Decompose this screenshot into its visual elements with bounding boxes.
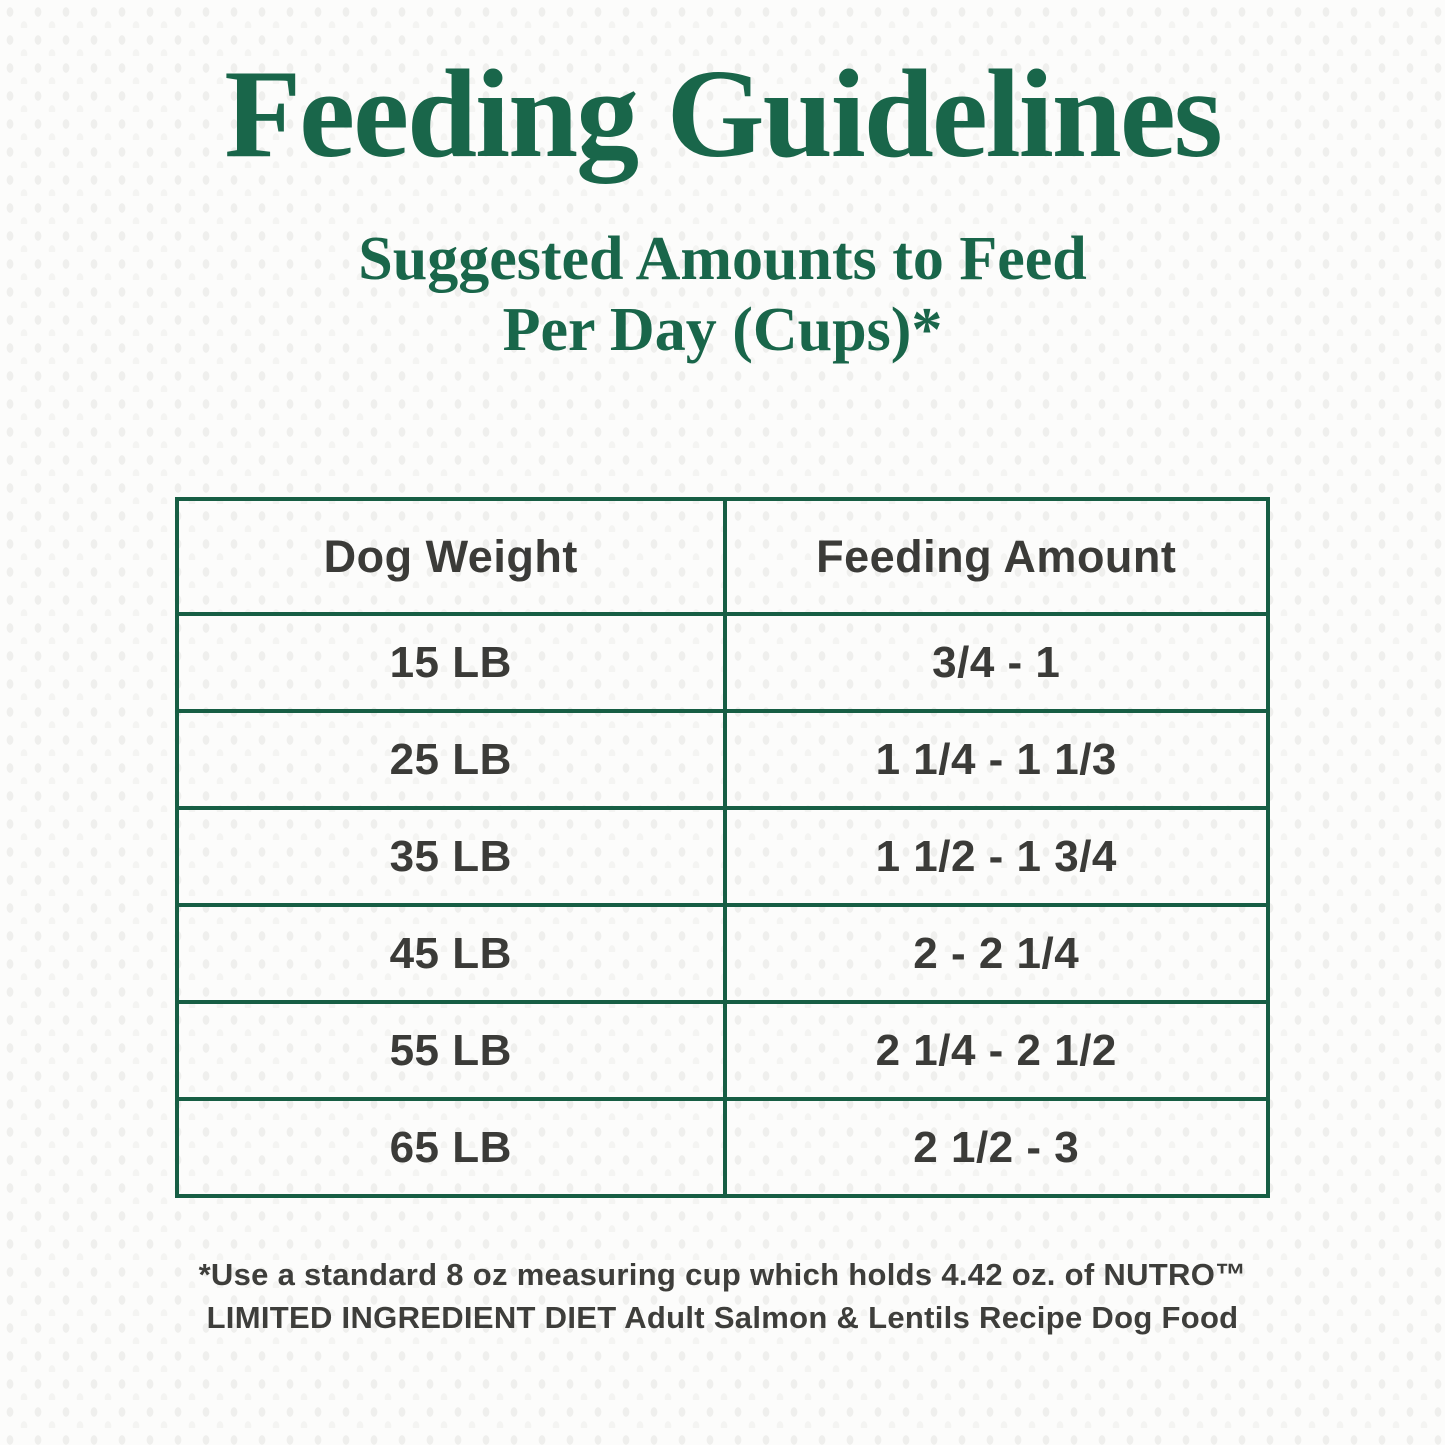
table-cell-amount: 2 1/2 - 3 xyxy=(722,1097,1266,1194)
subtitle-line-1: Suggested Amounts to Feed xyxy=(358,225,1087,293)
footnote-line-1: *Use a standard 8 oz measuring cup which… xyxy=(198,1257,1247,1292)
feeding-guidelines-table: Dog Weight Feeding Amount 15 LB 3/4 - 1 … xyxy=(175,497,1270,1198)
table-cell-weight: 65 LB xyxy=(179,1097,723,1194)
column-header-dog-weight: Dog Weight xyxy=(323,530,578,582)
page-subtitle: Suggested Amounts to Feed Per Day (Cups)… xyxy=(0,224,1445,365)
table-cell-weight: 45 LB xyxy=(179,903,723,1000)
table-cell-amount: 1 1/2 - 1 3/4 xyxy=(722,806,1266,903)
table-cell-weight: 25 LB xyxy=(179,709,723,806)
subtitle-line-2: Per Day (Cups)* xyxy=(502,295,943,364)
table-cell-amount: 1 1/4 - 1 1/3 xyxy=(722,709,1266,806)
measuring-cup-footnote: *Use a standard 8 oz measuring cup which… xyxy=(0,1253,1445,1340)
table-cell-amount: 3/4 - 1 xyxy=(722,612,1266,709)
footnote-line-2: LIMITED INGREDIENT DIET Adult Salmon & L… xyxy=(206,1300,1239,1336)
page-title: Feeding Guidelines xyxy=(224,45,1223,184)
table-cell-weight: 55 LB xyxy=(179,1000,723,1097)
table-cell-weight: 15 LB xyxy=(179,612,723,709)
column-header-feeding-amount: Feeding Amount xyxy=(722,501,1267,612)
table-cell-amount: 2 - 2 1/4 xyxy=(722,903,1266,1000)
table-cell-weight: 35 LB xyxy=(179,806,723,903)
table-cell-amount: 2 1/4 - 2 1/2 xyxy=(722,1000,1266,1097)
